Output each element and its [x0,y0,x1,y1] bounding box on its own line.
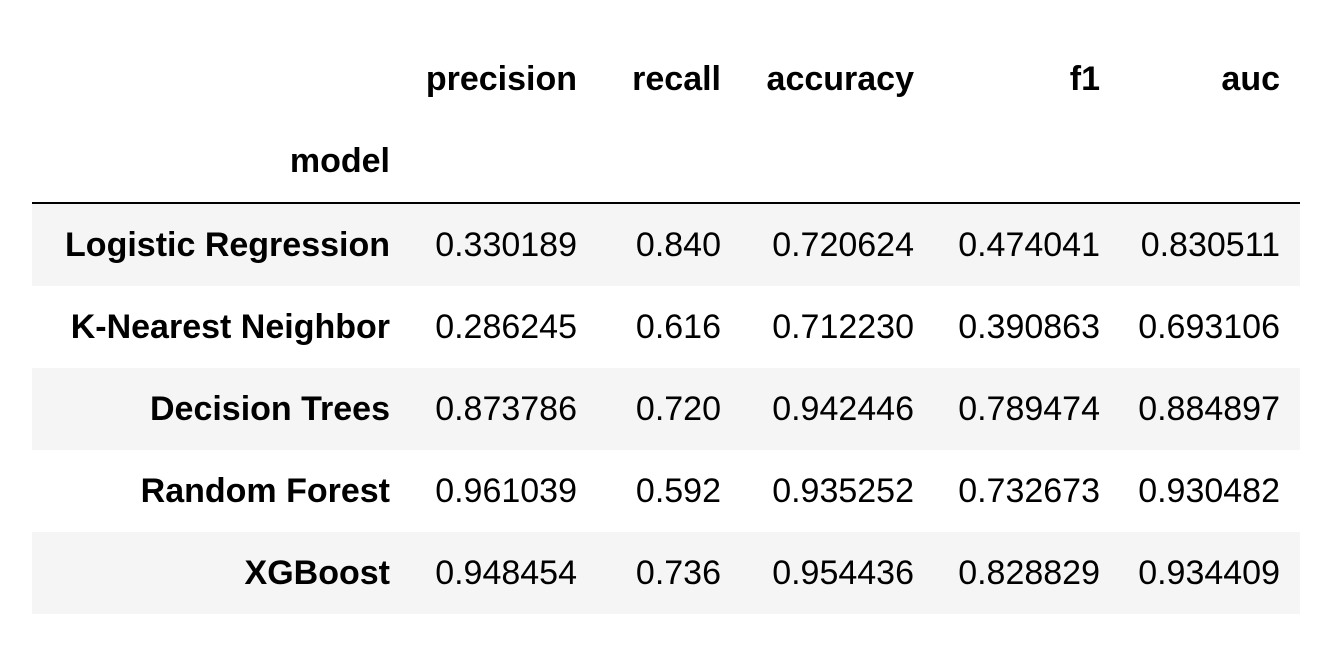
cell-precision: 0.873786 [435,390,577,428]
empty-header-cell [1120,120,1300,204]
cell-recall: 0.720 [635,390,721,428]
index-name-row: model [32,120,1300,204]
cell-f1: 0.474041 [958,226,1100,264]
cell-recall: 0.616 [635,308,721,346]
column-header-accuracy: accuracy [766,60,914,98]
row-label: K-Nearest Neighbor [70,308,390,346]
row-label: Logistic Regression [65,226,390,264]
cell-accuracy: 0.935252 [772,472,914,510]
cell-f1: 0.732673 [958,472,1100,510]
column-header-auc: auc [1221,60,1280,98]
cell-precision: 0.961039 [435,472,577,510]
index-name-label: model [32,120,410,204]
cell-precision: 0.948454 [435,554,577,592]
column-header-row: precision recall accuracy f1 auc [32,38,1300,120]
column-header-f1: f1 [1069,60,1100,98]
cell-precision: 0.286245 [435,308,577,346]
cell-auc: 0.934409 [1138,554,1280,592]
table-row: Random Forest 0.961039 0.592 0.935252 0.… [32,450,1300,532]
column-header-precision: precision [425,60,577,98]
cell-accuracy: 0.942446 [772,390,914,428]
metrics-table: precision recall accuracy f1 auc model L… [32,38,1300,614]
empty-header-cell [741,120,934,204]
cell-accuracy: 0.720624 [772,226,914,264]
cell-auc: 0.930482 [1138,472,1280,510]
cell-accuracy: 0.954436 [772,554,914,592]
cell-auc: 0.884897 [1138,390,1280,428]
table-row: K-Nearest Neighbor 0.286245 0.616 0.7122… [32,286,1300,368]
empty-header-cell [597,120,741,204]
cell-auc: 0.693106 [1138,308,1280,346]
row-label: XGBoost [244,554,390,592]
column-header-recall: recall [632,60,721,98]
cell-recall: 0.592 [635,472,721,510]
table-row: XGBoost 0.948454 0.736 0.954436 0.828829… [32,532,1300,614]
table-row: Logistic Regression 0.330189 0.840 0.720… [32,203,1300,286]
empty-header-cell [410,120,597,204]
corner-cell [32,38,410,120]
cell-auc: 0.830511 [1140,226,1280,264]
dataframe-container: precision recall accuracy f1 auc model L… [32,38,1300,614]
cell-f1: 0.789474 [958,390,1100,428]
row-label: Random Forest [140,472,390,510]
table-row: Decision Trees 0.873786 0.720 0.942446 0… [32,368,1300,450]
cell-f1: 0.828829 [958,554,1100,592]
row-label: Decision Trees [149,390,390,428]
cell-recall: 0.736 [635,554,721,592]
empty-header-cell [934,120,1120,204]
cell-f1: 0.390863 [958,308,1100,346]
cell-accuracy: 0.712230 [772,308,914,346]
cell-recall: 0.840 [635,226,721,264]
cell-precision: 0.330189 [435,226,577,264]
